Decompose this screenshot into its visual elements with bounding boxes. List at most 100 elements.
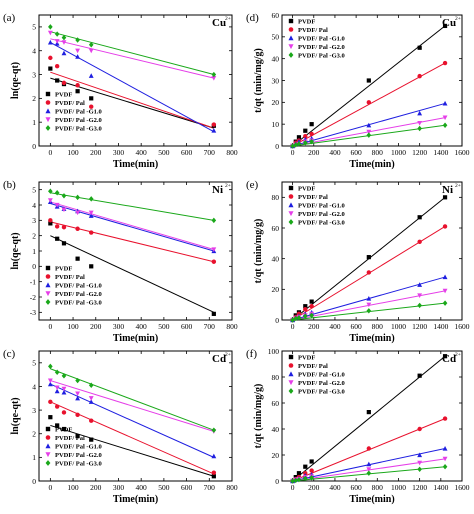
y-tick-label: 0: [32, 262, 36, 271]
data-point: [75, 89, 80, 94]
data-point: [442, 463, 448, 470]
data-point: [442, 456, 448, 462]
y-tick-label: 60: [272, 11, 280, 20]
y-tick-label: -3: [30, 308, 36, 317]
data-point: [442, 445, 448, 451]
fit-line-pvdf-pal-g3-0: [50, 192, 214, 221]
data-point: [366, 122, 372, 128]
fit-line-pvdf-pal-g2-0: [50, 38, 214, 79]
plot-frame: [38, 14, 233, 147]
data-point: [75, 54, 81, 59]
data-point: [211, 247, 217, 252]
legend-label: PVDF/ Pal -G3.0: [55, 126, 102, 133]
y-tick-label: 100: [268, 347, 280, 356]
legend-label: PVDF/ Pal: [298, 27, 328, 34]
data-point: [75, 48, 81, 54]
x-tick-label: 400: [136, 322, 148, 331]
data-point: [309, 312, 314, 319]
y-tick-label: -2: [30, 293, 36, 302]
y-tick-label: 0: [275, 142, 279, 151]
data-point: [309, 131, 314, 137]
legend-marker: [45, 435, 51, 440]
data-point: [442, 23, 448, 29]
x-tick-label: 0: [291, 322, 295, 331]
x-tick-label: 800: [226, 322, 238, 331]
legend-marker: [288, 194, 294, 199]
data-point: [211, 453, 217, 459]
data-point: [417, 120, 423, 126]
data-point: [296, 476, 302, 483]
data-point: [309, 475, 314, 481]
legend-marker: [45, 108, 51, 114]
data-point: [417, 239, 422, 245]
panel-label: (b): [3, 179, 16, 191]
x-tick-label: 700: [204, 148, 216, 157]
panel-b-ni: 0 100 200 300 400 500 600 700 800 -3 -2 -1 0 1 2 3 4 5 Tim…: [3, 179, 238, 344]
data-point: [75, 37, 80, 43]
series-pvdf-pal-g3-0: [290, 300, 448, 323]
y-tick-label: 5: [32, 185, 36, 194]
legend-marker: [288, 371, 294, 377]
data-point: [48, 415, 53, 420]
data-point: [48, 363, 53, 370]
data-point: [442, 115, 448, 121]
data-point: [417, 215, 422, 220]
data-point: [211, 76, 217, 81]
data-point: [61, 410, 67, 415]
data-point: [366, 270, 372, 275]
series-pvdf-pal-g2-0: [47, 378, 217, 434]
legend-label: PVDF/ Pal -G1.0: [298, 203, 345, 210]
data-point: [302, 475, 308, 482]
y-tick-label: 0: [275, 316, 279, 325]
legend-label: PVDF/ Pal -G2.0: [298, 380, 345, 387]
series-pvdf-pal-g3-0: [48, 363, 217, 433]
x-tick-label: 300: [113, 148, 125, 157]
data-point: [290, 478, 295, 484]
data-point: [54, 388, 60, 394]
data-point: [88, 382, 94, 389]
x-tick-label: 500: [158, 148, 170, 157]
x-tick-label: 800: [372, 148, 384, 157]
data-point: [47, 198, 53, 203]
legend-marker: [45, 426, 51, 432]
data-point: [366, 302, 372, 308]
data-point: [61, 241, 67, 246]
data-point: [309, 299, 314, 304]
panel-f-cd: 0 200 400 600 800 1000 1200 1400 1600 0 20 40 60 80 10…: [246, 347, 470, 505]
series-pvdf-pal-g3-0: [48, 24, 217, 78]
legend-marker: [288, 388, 294, 394]
data-point: [417, 460, 423, 466]
fit-line-pvdf-pal-g2-0: [50, 380, 214, 432]
y-tick-label: 10: [272, 120, 280, 129]
ion-charge: 2+: [225, 352, 231, 358]
legend-marker: [288, 35, 294, 41]
y-axis-title: ln(qe-qt): [10, 62, 21, 99]
x-tick-label: 300: [113, 483, 125, 492]
legend-marker: [45, 117, 51, 123]
legend-marker: [45, 125, 51, 131]
x-tick-label: 100: [67, 322, 79, 331]
x-axis-title: Time(min): [349, 333, 394, 344]
data-point: [88, 42, 94, 48]
data-point: [48, 188, 53, 194]
x-tick-label: 200: [308, 322, 320, 331]
data-point: [54, 31, 60, 37]
data-point: [54, 404, 60, 409]
x-tick-label: 0: [291, 148, 295, 157]
plot-frame: [281, 350, 463, 482]
data-point: [309, 468, 314, 473]
x-tick-label: 600: [350, 322, 362, 331]
legend-marker: [45, 282, 51, 288]
data-point: [75, 395, 81, 401]
x-tick-label: 500: [158, 322, 170, 331]
x-tick-label: 0: [48, 148, 52, 157]
x-tick-label: 200: [308, 148, 320, 157]
data-point: [89, 264, 94, 269]
data-point: [417, 302, 422, 309]
data-point: [61, 34, 67, 41]
x-tick-label: 800: [226, 148, 238, 157]
ion-label: Ni: [442, 184, 453, 196]
data-point: [442, 122, 448, 128]
